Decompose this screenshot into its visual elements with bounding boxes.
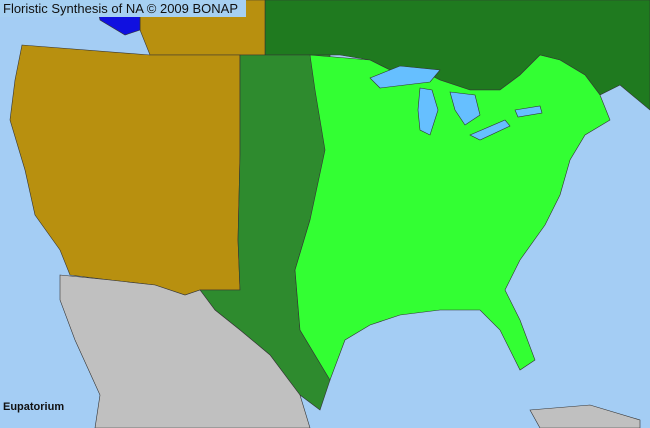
lake-ontario bbox=[514, 105, 543, 118]
lake-erie bbox=[469, 119, 511, 141]
lake-superior bbox=[369, 65, 441, 89]
cuba bbox=[529, 404, 641, 428]
eastern-region bbox=[294, 54, 611, 381]
lake-huron bbox=[449, 91, 481, 126]
mexico-region bbox=[59, 274, 311, 428]
lake-michigan bbox=[417, 87, 439, 136]
taxon-label: Eupatorium bbox=[3, 401, 65, 413]
map-title: Floristic Synthesis of NA © 2009 BONAP bbox=[0, 0, 247, 17]
